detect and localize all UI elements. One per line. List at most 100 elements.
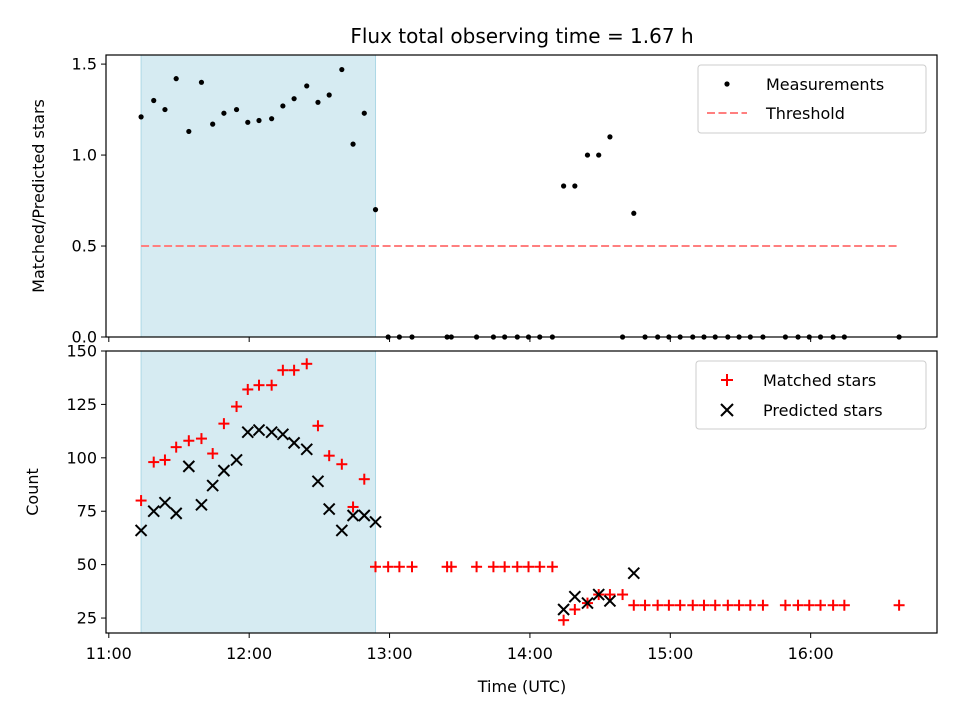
predicted-star-point [311, 475, 325, 488]
measurement-point [245, 119, 251, 125]
y-tick-label: 50 [77, 555, 97, 574]
predicted-marker-b [265, 425, 278, 439]
matched-star-point [253, 379, 265, 391]
top-x-ticks [108, 337, 812, 342]
observing-window-shade [140, 350, 377, 634]
matched-star-point [722, 599, 734, 611]
predicted-marker-b [300, 443, 313, 456]
predicted-marker-b [252, 423, 266, 437]
matched-star-point [159, 454, 171, 466]
predicted-marker-b [311, 475, 325, 488]
bottom-shaded-region [140, 350, 377, 634]
top-y-ticks: 0.0 0.5 1.0 1.5 [72, 55, 106, 347]
measurement-point [221, 110, 227, 116]
matched-star-point [687, 599, 699, 611]
predicted-marker-b [557, 603, 570, 616]
matched-star-point [744, 599, 756, 611]
predicted-star-point [346, 509, 360, 522]
matched-star-point [779, 599, 791, 611]
matched-star-point [301, 358, 313, 370]
measurement-point [210, 121, 216, 127]
matched-star-point [757, 599, 769, 611]
predicted-star-point [287, 436, 301, 450]
predicted-star-point [147, 505, 160, 518]
predicted-marker-b [158, 496, 172, 509]
predicted-marker-b [346, 509, 360, 522]
predicted-star-point [241, 425, 254, 439]
matched-star-point [370, 561, 382, 573]
matched-star-point [546, 561, 558, 573]
measurement-point [361, 110, 367, 116]
predicted-star-point [182, 460, 196, 473]
measurement-point [584, 152, 591, 158]
matched-star-point [242, 383, 254, 395]
predicted-star-point [276, 428, 290, 441]
matched-star-point [336, 458, 348, 470]
x-tick-label: 15:00 [647, 644, 693, 663]
bottom-panel: 25 50 75 100 125 150 11:00 12:00 13:00 14:00 15:0… [23, 342, 938, 696]
y-tick-label: 1.0 [72, 146, 97, 165]
measurement-point [233, 106, 240, 113]
matched-star-point [652, 599, 664, 611]
x-tick-label: 14:00 [507, 644, 553, 663]
matched-star-point [218, 418, 230, 430]
predicted-star-point [358, 509, 371, 522]
predicted-star-point [300, 443, 313, 456]
bottom-x-ticks: 11:00 12:00 13:00 14:00 15:00 16:00 [86, 633, 834, 663]
predicted-marker-b [195, 498, 208, 512]
predicted-star-point [230, 453, 243, 467]
matched-star-point [288, 364, 300, 376]
bottom-y-axis-label: Count [23, 468, 42, 516]
top-legend: Measurements Threshold [697, 64, 927, 134]
bottom-plot-frame [105, 350, 938, 634]
matched-star-point [814, 599, 826, 611]
predicted-star-point [627, 566, 641, 580]
predicted-star-point [568, 590, 582, 603]
predicted-marker-b [169, 507, 183, 520]
measurement-point [186, 128, 192, 135]
matched-star-point [277, 364, 289, 376]
matched-star-point [170, 441, 182, 453]
legend-predicted-label: Predicted stars [763, 401, 883, 420]
matched-star-point [323, 450, 335, 462]
legend-matched-label: Matched stars [763, 371, 876, 390]
measurement-point [631, 210, 637, 216]
x-tick-label: 12:00 [226, 644, 272, 663]
measurement-point [291, 96, 297, 102]
predicted-star-point [195, 498, 208, 512]
predicted-star-point [592, 588, 605, 601]
predicted-marker-b [358, 509, 371, 522]
matched-star-point [838, 599, 850, 611]
matched-star-point [471, 561, 483, 573]
measurement-point [315, 99, 321, 105]
legend-predicted-marker [720, 403, 734, 417]
matched-star-point [266, 379, 278, 391]
chart-title: Flux total observing time = 1.67 h [350, 24, 693, 48]
matched-star-point [628, 599, 640, 611]
predicted-marker-b [134, 524, 148, 537]
matched-star-point [406, 561, 418, 573]
matched-star-point [207, 448, 219, 460]
matched-star-point [487, 561, 499, 573]
measurement-point [350, 141, 356, 147]
legend-measurements-marker [724, 81, 730, 87]
matched-star-point [639, 599, 651, 611]
predicted-marker-b [581, 596, 594, 610]
matched-star-point [382, 561, 394, 573]
matched-star-point [393, 561, 405, 573]
x-axis-label: Time (UTC) [477, 677, 566, 696]
matched-star-point [709, 599, 721, 611]
matched-star-point [534, 561, 546, 573]
matched-star-point [569, 604, 581, 615]
y-tick-label: 0.5 [72, 237, 97, 256]
predicted-star-point [322, 502, 336, 516]
predicted-star-point [581, 596, 594, 610]
matched-star-point [803, 599, 815, 611]
measurement-point [304, 83, 310, 89]
predicted-star-point [252, 423, 266, 437]
predicted-star-point [206, 479, 219, 492]
measurement-point [138, 114, 144, 120]
measurement-point [256, 117, 262, 124]
predicted-marker-b [230, 453, 243, 467]
predicted-marker-b [217, 464, 231, 477]
